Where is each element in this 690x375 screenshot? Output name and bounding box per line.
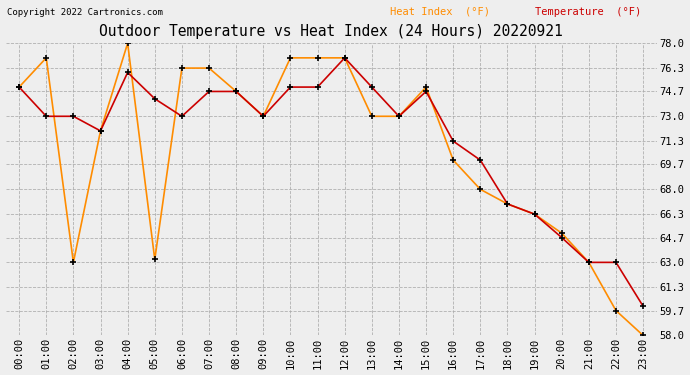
Text: Copyright 2022 Cartronics.com: Copyright 2022 Cartronics.com — [7, 8, 163, 17]
Text: Temperature  (°F): Temperature (°F) — [535, 7, 641, 17]
Title: Outdoor Temperature vs Heat Index (24 Hours) 20220921: Outdoor Temperature vs Heat Index (24 Ho… — [99, 24, 563, 39]
Text: Heat Index  (°F): Heat Index (°F) — [390, 7, 490, 17]
